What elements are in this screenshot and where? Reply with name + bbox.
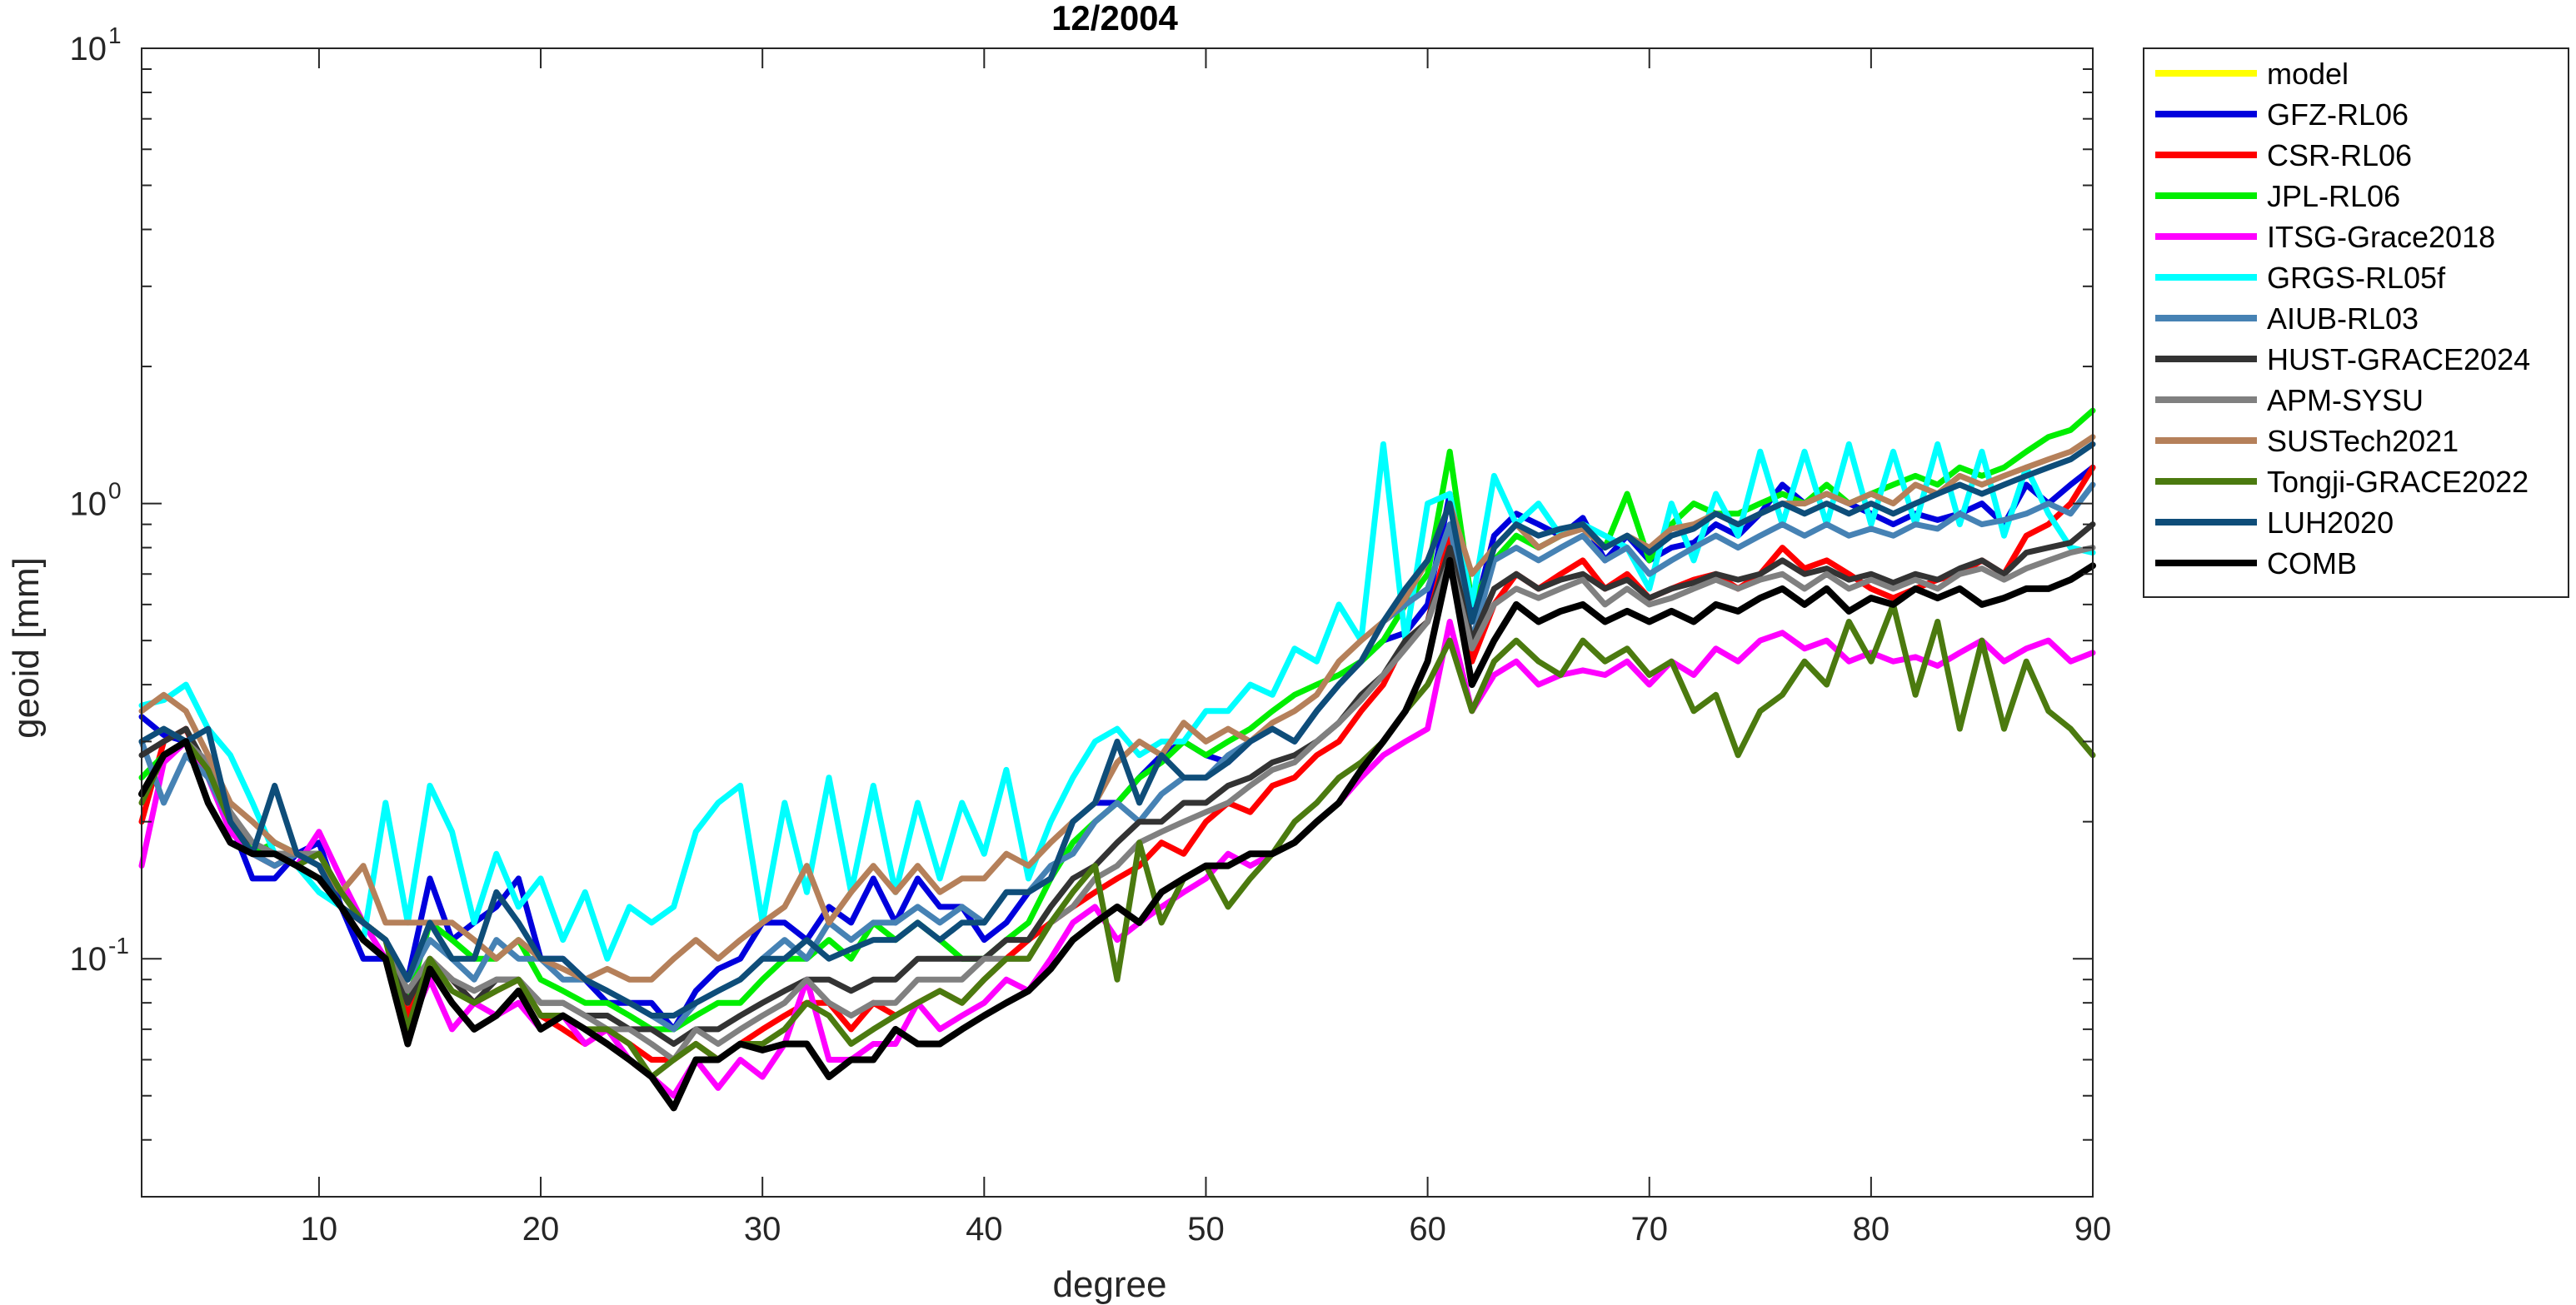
chart-title: 12/2004 — [1051, 0, 1178, 37]
legend-entry-label: model — [2267, 57, 2349, 91]
legend-entry-label: GFZ-RL06 — [2267, 97, 2409, 132]
x-axis: 10 20 30 40 50 60 70 80 90 — [141, 47, 2112, 1248]
x-tick-label: 70 — [1630, 1211, 1668, 1248]
series-line-grgs-rl05f — [138, 441, 2096, 962]
series-line-hust-grace2024 — [138, 521, 2096, 1047]
legend-entry-label: GRGS-RL05f — [2267, 261, 2446, 295]
x-tick-label: 60 — [1409, 1211, 1446, 1248]
series-line-apm-sysu — [138, 545, 2096, 1063]
legend-entry-label: AIUB-RL03 — [2267, 301, 2419, 336]
legend-entry-label: CSR-RL06 — [2267, 138, 2412, 172]
y-tick-label: 10 — [70, 941, 107, 978]
legend: model GFZ-RL06 CSR-RL06 JPL-RL06 ITSG-Grace2… — [2143, 47, 2569, 598]
y-tick-label-exponent: -1 — [108, 933, 129, 959]
y-tick-label-exponent: 0 — [108, 478, 122, 504]
legend-entry-label: HUST-GRACE2024 — [2267, 342, 2530, 376]
x-tick-label: 10 — [301, 1211, 338, 1248]
series-line-aiub-rl03 — [138, 481, 2096, 1033]
y-tick-label: 10 — [70, 486, 107, 523]
y-tick-label-exponent: 1 — [108, 22, 122, 48]
legend-entry-label: Tongji-GRACE2022 — [2267, 465, 2529, 499]
legend-entry-label: COMB — [2267, 546, 2357, 580]
x-tick-label: 40 — [966, 1211, 1003, 1248]
x-tick-label: 80 — [1853, 1211, 1890, 1248]
legend-entry-label: APM-SYSU — [2267, 383, 2424, 417]
series-line-itsg-grace2018 — [138, 619, 2096, 1099]
series-line-comb — [138, 556, 2096, 1112]
axes-box — [141, 47, 2094, 1198]
y-tick-label: 10 — [70, 31, 107, 67]
x-tick-label: 90 — [2074, 1211, 2112, 1248]
plot-area — [138, 407, 2096, 1112]
x-tick-label: 50 — [1187, 1211, 1225, 1248]
series-line-tongji-grace2022 — [138, 601, 2096, 1080]
legend-entry-label: JPL-RL06 — [2267, 179, 2400, 213]
x-axis-label: degree — [1052, 1264, 1166, 1305]
x-tick-label: 20 — [522, 1211, 560, 1248]
x-tick-label: 30 — [744, 1211, 781, 1248]
series-line-luh2020 — [138, 441, 2096, 1019]
y-axis-label: geoid [mm] — [6, 557, 47, 739]
legend-entry-label: LUH2020 — [2267, 506, 2394, 540]
legend-entry-label: SUSTech2021 — [2267, 424, 2459, 458]
legend-box — [2143, 47, 2569, 598]
legend-entry-label: ITSG-Grace2018 — [2267, 220, 2495, 254]
